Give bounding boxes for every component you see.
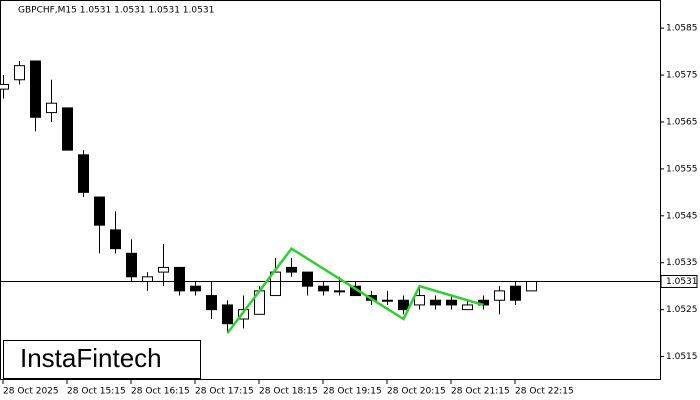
logo: InstaFintech [20, 343, 162, 373]
candle-body [318, 285, 329, 292]
x-tick-label: 28 Oct 15:15 [67, 387, 126, 397]
candle-body [526, 280, 537, 292]
y-tick-label: 1.0545 [666, 211, 698, 221]
candle-body [14, 65, 25, 81]
candle-body [222, 304, 233, 325]
candle-body [462, 304, 473, 311]
current-price-label: 1.0531 [666, 277, 698, 287]
plot-frame [0, 0, 661, 380]
y-tick-label: 1.0525 [666, 305, 698, 315]
candle-body [270, 271, 281, 297]
chart-title: GBPCHF,M15 1.0531 1.0531 1.0531 1.0531 [18, 6, 214, 16]
pattern-line [226, 246, 484, 334]
candle-body [158, 266, 169, 273]
candle-body [110, 229, 121, 250]
candle-body [382, 299, 393, 302]
x-tick-label: 28 Oct 19:15 [323, 387, 382, 397]
candle-body [414, 295, 425, 306]
y-tick-label: 1.0575 [666, 71, 698, 81]
candle-body [190, 285, 201, 292]
candle-body [238, 309, 249, 320]
candle-body [286, 266, 297, 273]
x-tick-label: 28 Oct 22:15 [515, 387, 574, 397]
y-tick-label: 1.0515 [666, 352, 698, 362]
candle-body [446, 299, 457, 306]
x-tick-label: 28 Oct 2025 [3, 387, 59, 397]
candle-body [126, 252, 137, 278]
candle-body [30, 60, 41, 118]
candle-body [430, 299, 441, 306]
candle-body [46, 102, 57, 114]
candle-body [174, 266, 185, 292]
candle-body [142, 276, 153, 282]
candle-body [0, 83, 9, 90]
candle-body [206, 295, 217, 311]
candle-body [494, 290, 505, 301]
y-tick-label: 1.0535 [666, 258, 698, 268]
x-tick-label: 28 Oct 17:15 [195, 387, 254, 397]
candle-body [302, 271, 313, 287]
logo-box [3, 340, 201, 379]
candle-body [334, 290, 345, 293]
candle-body [510, 285, 521, 301]
candle-body [78, 154, 89, 193]
y-tick-label: 1.0585 [666, 24, 698, 34]
x-tick-label: 28 Oct 21:15 [451, 387, 510, 397]
y-tick-label: 1.0555 [666, 164, 698, 174]
candle-body [62, 107, 73, 151]
candle-body [94, 196, 105, 226]
x-tick-label: 28 Oct 18:15 [259, 387, 318, 397]
candle-body [398, 299, 409, 311]
x-tick-label: 28 Oct 16:15 [131, 387, 190, 397]
x-tick-label: 28 Oct 20:15 [387, 387, 446, 397]
current-price-box [660, 274, 698, 288]
y-tick-label: 1.0565 [666, 117, 698, 127]
